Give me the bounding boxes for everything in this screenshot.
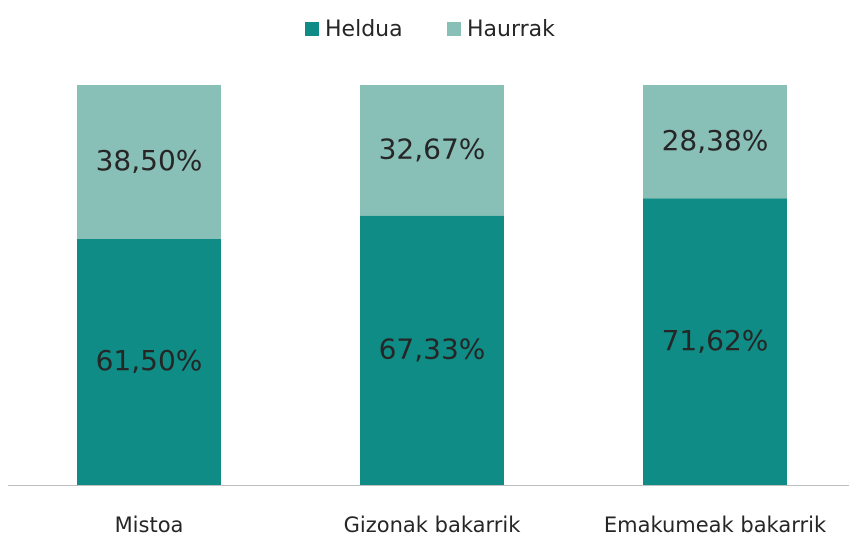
- legend-swatch: [447, 22, 461, 36]
- data-label: 67,33%: [379, 332, 486, 365]
- bar-segment: [643, 198, 787, 485]
- legend-label: Heldua: [325, 17, 403, 42]
- bar-segment: [643, 85, 787, 199]
- legend-swatch: [305, 22, 319, 36]
- data-label: 61,50%: [96, 344, 203, 377]
- data-label: 38,50%: [96, 144, 203, 177]
- bar-segment: [360, 215, 504, 485]
- data-label: 71,62%: [662, 324, 769, 357]
- x-tick-label: Mistoa: [115, 513, 184, 537]
- data-label: 32,67%: [379, 132, 486, 165]
- bar-segment: [77, 239, 221, 485]
- x-tick-label: Emakumeak bakarrik: [604, 513, 827, 537]
- x-tick-label: Gizonak bakarrik: [344, 513, 522, 537]
- legend-label: Haurrak: [467, 17, 555, 42]
- bar-segment: [360, 85, 504, 216]
- data-label: 28,38%: [662, 124, 769, 157]
- bar-segment: [77, 85, 221, 239]
